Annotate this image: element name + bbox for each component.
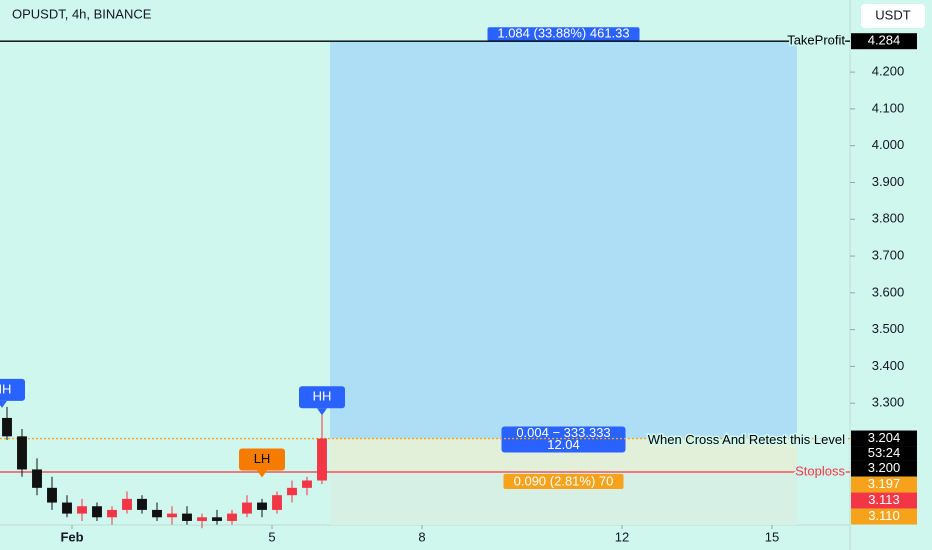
price-tag — [851, 430, 917, 447]
entry-label: 12.04 — [547, 437, 580, 452]
pivot-tag — [239, 448, 285, 471]
candle-body — [32, 469, 42, 488]
x-tick-label: 5 — [268, 529, 275, 544]
candle-body — [17, 436, 27, 470]
target-label: 1.084 (33.88%) 461.33 — [497, 26, 629, 41]
candle-body — [92, 506, 102, 518]
level-label: When Cross And Retest this Level — [648, 432, 845, 447]
countdown-tag — [851, 446, 917, 461]
currency-label[interactable]: USDT — [875, 7, 910, 22]
candle-body — [227, 513, 237, 521]
y-tick-label: 4.000 — [872, 137, 905, 152]
countdown: 53:24 — [868, 445, 901, 460]
currency-button[interactable] — [861, 4, 925, 28]
price-tag — [851, 492, 917, 509]
candle-body — [197, 517, 207, 521]
x-tick-label: 12 — [615, 529, 629, 544]
pivot-pointer — [317, 408, 327, 416]
candle-body — [287, 487, 297, 496]
price-tag-label: 3.110 — [868, 508, 900, 523]
candle-body — [47, 487, 57, 503]
price-tag-label: 3.197 — [868, 476, 901, 491]
candle-body — [107, 509, 117, 518]
candle-body — [77, 506, 87, 514]
y-tick-label: 3.300 — [872, 395, 905, 410]
pivot-tag — [299, 386, 345, 409]
price-tag — [851, 460, 917, 477]
candle-body — [152, 509, 162, 518]
candle-body — [212, 517, 222, 521]
price-tag — [851, 476, 917, 493]
stop-tag — [503, 474, 624, 490]
candle-body — [317, 438, 327, 481]
y-tick-label: 3.900 — [872, 174, 905, 189]
pivot-label: HH — [313, 389, 332, 404]
price-tag-label: 3.113 — [868, 492, 900, 507]
candle-body — [122, 498, 132, 510]
y-tick-label: 3.800 — [872, 211, 905, 226]
y-tick-label: 3.500 — [872, 321, 905, 336]
candle-body — [182, 513, 192, 521]
candle-body — [2, 417, 12, 437]
y-tick-label: 3.700 — [872, 247, 905, 262]
price-tag-label: 3.200 — [868, 460, 901, 475]
stop-label: 0.090 (2.81%) 70 — [514, 473, 614, 488]
pivot-pointer — [257, 470, 267, 478]
y-tick-label: 4.200 — [872, 64, 905, 79]
y-tick-label: 4.100 — [872, 100, 905, 115]
level-label: TakeProfit — [787, 33, 845, 48]
chart-title: OPUSDT, 4h, BINANCE — [12, 6, 152, 21]
candle-body — [302, 480, 312, 488]
entry-tag — [501, 426, 626, 453]
y-tick-label: 3.400 — [872, 358, 905, 373]
level-label: Stoploss — [795, 463, 845, 478]
x-tick-label: Feb — [60, 529, 83, 544]
candle-body — [62, 502, 72, 514]
entry-label: 0.004 − 333.333 — [516, 425, 610, 440]
pivot-label: LH — [254, 451, 271, 466]
pivot-pointer — [0, 400, 7, 408]
target-tag — [487, 27, 640, 42]
candle-body — [242, 502, 252, 514]
price-tag — [851, 508, 917, 525]
price-tag-label: 3.204 — [868, 430, 901, 445]
y-tick-label: 3.600 — [872, 284, 905, 299]
pivot-tag — [0, 378, 25, 401]
candle-body — [137, 498, 147, 510]
candle-body — [272, 495, 282, 510]
price-tag — [851, 33, 917, 50]
x-tick-label: 8 — [418, 529, 425, 544]
candle-body — [257, 502, 267, 510]
profit-zone — [330, 41, 797, 439]
pivot-label: HH — [0, 381, 11, 396]
price-tag-label: 4.284 — [868, 33, 901, 48]
x-tick-label: 15 — [765, 529, 779, 544]
candle-body — [167, 513, 177, 518]
